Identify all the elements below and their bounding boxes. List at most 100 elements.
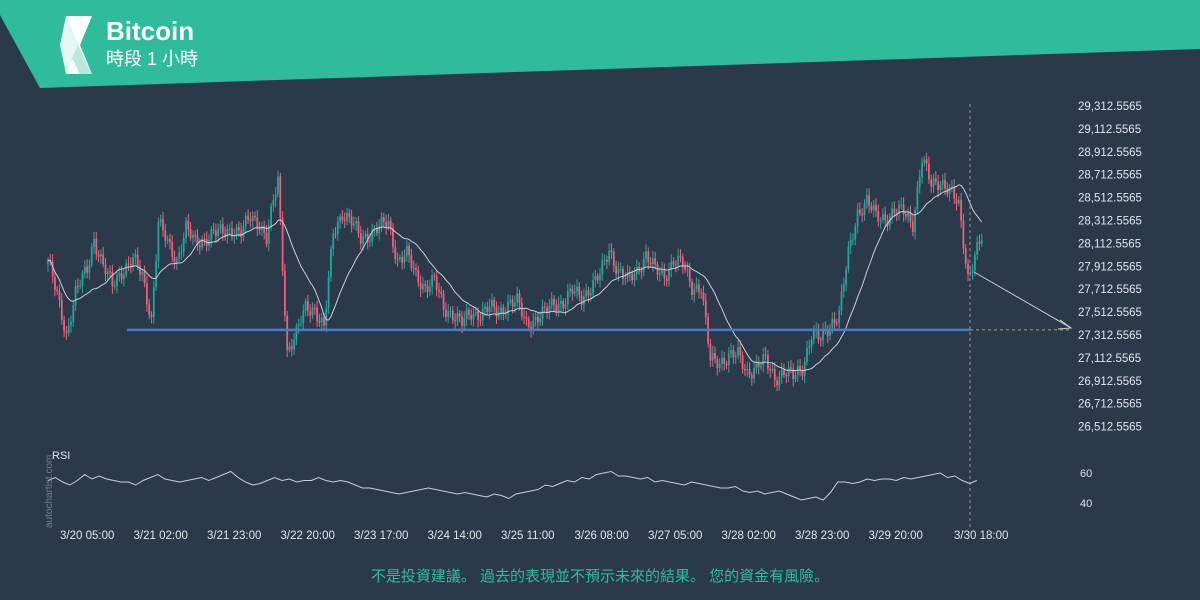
candle-body — [877, 211, 880, 222]
candle-body — [83, 266, 86, 274]
candle-body — [661, 269, 663, 273]
candle-body — [663, 269, 666, 279]
candle-body — [893, 208, 896, 214]
candle-body — [813, 330, 815, 340]
candle-body — [272, 200, 275, 206]
candle-body — [732, 350, 735, 358]
time-tick-label: 3/23 17:00 — [354, 530, 408, 542]
candle-body — [571, 288, 574, 294]
candle-body — [244, 215, 247, 227]
candle-body — [157, 221, 160, 262]
price-tick-label: 29,112.5565 — [1078, 124, 1141, 136]
candle-body — [378, 226, 381, 234]
candle-body — [60, 300, 63, 321]
candle-body — [670, 261, 673, 270]
candle-body — [792, 368, 795, 380]
candle-body — [730, 350, 732, 354]
candle-body — [900, 204, 903, 206]
candle-body — [401, 257, 404, 263]
candle-body — [127, 263, 130, 265]
candle-body — [263, 226, 266, 233]
price-tick-label: 26,512.5565 — [1078, 422, 1142, 434]
time-tick-label: 3/27 05:00 — [648, 530, 702, 542]
candle-body — [806, 348, 808, 362]
candle-body — [861, 213, 864, 216]
time-tick-label: 3/21 23:00 — [207, 530, 261, 542]
candle-body — [879, 220, 882, 222]
candle-body — [796, 366, 799, 376]
candle-body — [647, 251, 650, 263]
candle-body — [325, 307, 328, 326]
candle-body — [173, 256, 176, 263]
candle-body — [196, 236, 199, 246]
rsi-axis: 60 40 — [1080, 468, 1092, 510]
rsi-panel: RSI 60 40 — [47, 450, 1092, 510]
candle-body — [971, 270, 974, 273]
candle-body — [438, 290, 440, 292]
candle-body — [610, 250, 613, 253]
candle-body — [189, 229, 192, 239]
candle-body — [771, 369, 774, 371]
candle-body — [369, 240, 371, 242]
candle-body — [86, 266, 88, 273]
candle-body — [118, 273, 121, 276]
candle-body — [711, 353, 714, 361]
candle-body — [313, 307, 316, 309]
candle-body — [569, 288, 571, 292]
candle-body — [240, 230, 243, 238]
price-tick-label: 27,512.5565 — [1078, 307, 1142, 319]
candle-body — [780, 369, 783, 377]
candle-body — [249, 219, 252, 222]
candle-body — [90, 246, 93, 265]
candle-body — [810, 339, 813, 347]
candle-body — [472, 313, 475, 320]
candle-body — [256, 217, 259, 229]
candle-body — [518, 293, 521, 304]
candle-body — [679, 255, 682, 258]
candle-body — [502, 307, 505, 315]
candle-body — [725, 363, 728, 366]
candle-body — [914, 210, 916, 233]
candle-body — [930, 179, 933, 187]
candle-body — [171, 242, 174, 257]
candle-body — [583, 296, 585, 305]
candle-body — [974, 254, 976, 271]
candle-body — [47, 259, 49, 265]
candle-body — [626, 272, 629, 279]
candle-body — [543, 306, 546, 308]
candle-body — [102, 254, 105, 265]
candle-body — [95, 238, 98, 255]
candle-body — [180, 251, 183, 253]
candle-body — [169, 239, 171, 243]
candle-body — [185, 220, 187, 238]
candle-body — [606, 259, 608, 262]
candle-body — [297, 324, 300, 327]
candle-body — [898, 204, 900, 215]
candle-body — [58, 291, 61, 301]
candle-body — [235, 227, 238, 236]
candle-body — [247, 215, 249, 220]
candle-body — [267, 225, 270, 244]
svg-text:autochartist.com: autochartist.com — [44, 455, 55, 528]
candle-body — [642, 258, 645, 272]
candle-body — [746, 369, 749, 371]
candle-body — [721, 357, 723, 364]
candle-body — [918, 176, 921, 188]
candle-body — [449, 310, 452, 312]
candle-body — [203, 238, 206, 240]
candle-body — [532, 320, 535, 331]
candle-body — [394, 247, 397, 259]
candle-body — [537, 316, 539, 323]
candle-body — [723, 357, 726, 364]
candle-body — [778, 376, 781, 386]
candle-body — [311, 307, 314, 316]
candle-body — [654, 258, 657, 265]
candle-body — [978, 242, 981, 244]
candle-body — [366, 233, 369, 242]
candle-body — [884, 214, 887, 221]
candle-body — [944, 180, 946, 189]
candle-body — [603, 259, 606, 261]
candle-body — [63, 320, 65, 331]
price-tick-label: 27,712.5565 — [1078, 284, 1142, 296]
